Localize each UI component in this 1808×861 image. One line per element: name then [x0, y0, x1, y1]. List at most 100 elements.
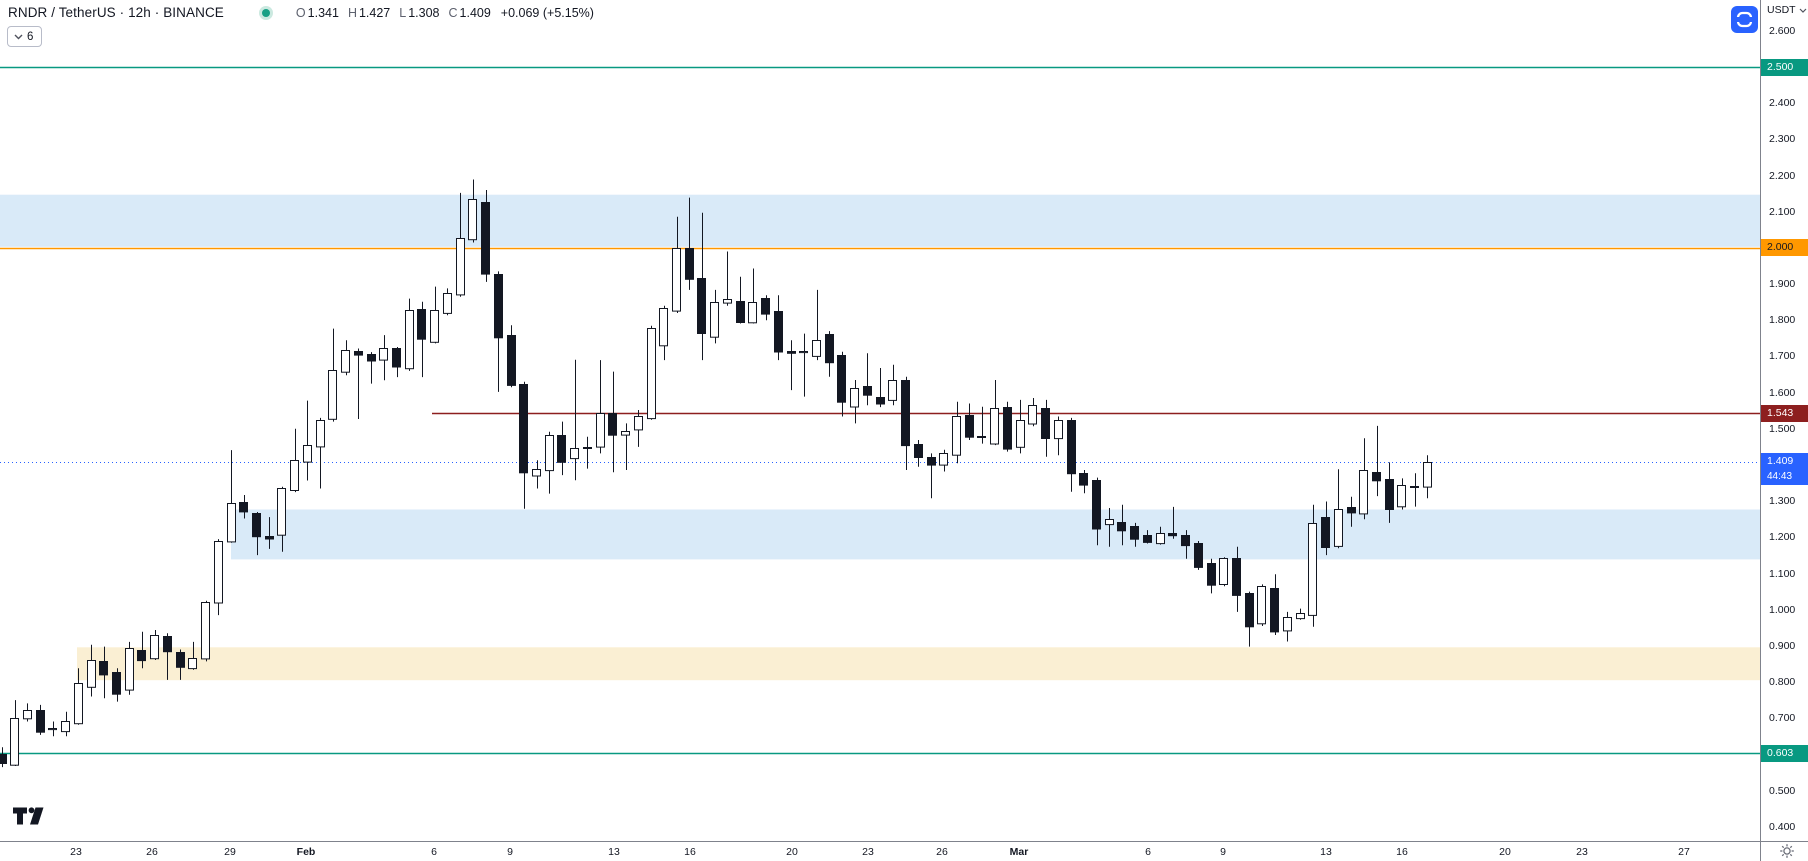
candle: [150, 635, 159, 660]
time-tick: 6: [1145, 846, 1151, 858]
candle: [1410, 486, 1419, 488]
price-zone: [231, 509, 1760, 560]
candle: [596, 413, 605, 448]
candle: [1181, 535, 1190, 547]
candle: [1168, 533, 1177, 537]
candle: [1117, 522, 1126, 532]
candle: [888, 380, 897, 401]
time-tick: 23: [1576, 846, 1588, 858]
market-status-dot: [261, 8, 270, 17]
candle: [901, 380, 910, 447]
candle: [1232, 558, 1241, 596]
time-tick: 13: [1320, 846, 1332, 858]
price-axis-border: [1760, 0, 1761, 861]
candle: [532, 469, 541, 477]
price-tick: 2.600: [1769, 25, 1796, 37]
price-tick: 0.400: [1769, 821, 1796, 833]
time-tick: 26: [146, 846, 158, 858]
time-tick: Mar: [1009, 846, 1029, 858]
candle: [876, 397, 885, 405]
candle: [10, 718, 19, 766]
candle: [1296, 613, 1305, 620]
price-axis-currency-dropdown[interactable]: USDT: [1767, 4, 1807, 16]
candle: [685, 248, 694, 280]
candle: [557, 435, 566, 463]
candle: [430, 310, 439, 343]
change-value: +0.069 (+5.15%): [500, 5, 594, 20]
price-tick: 1.100: [1769, 568, 1796, 580]
gear-icon[interactable]: [1779, 843, 1795, 859]
candle: [265, 536, 274, 540]
candle: [647, 328, 656, 420]
currency-label: USDT: [1767, 4, 1796, 16]
high-value: 1.427: [358, 5, 391, 20]
candle: [1219, 558, 1228, 585]
candle: [863, 386, 872, 396]
candle: [1079, 473, 1088, 486]
price-level-label: 2.500: [1761, 59, 1808, 76]
candle: [468, 199, 477, 241]
low-label: L: [399, 5, 407, 20]
candle: [1130, 526, 1139, 540]
candle: [1347, 507, 1356, 514]
candle: [723, 299, 732, 304]
candle: [697, 278, 706, 334]
candle: [176, 652, 185, 668]
candle: [914, 444, 923, 458]
price-level-label: 2.000: [1761, 239, 1808, 256]
candle: [303, 445, 312, 463]
candle: [812, 340, 821, 357]
chart-canvas[interactable]: [0, 0, 1760, 841]
candle: [952, 416, 961, 456]
candle: [1207, 563, 1216, 586]
time-axis[interactable]: 23 26 29 Feb 6 9 13 16 20 23 26 Mar 6 9 13 16 20 23 27: [0, 842, 1808, 861]
tradingview-logo[interactable]: [13, 807, 47, 830]
open-value: 1.341: [307, 5, 339, 20]
time-tick: 9: [507, 846, 513, 858]
candle: [710, 302, 719, 338]
candle: [977, 436, 986, 438]
candle: [990, 408, 999, 445]
time-tick: 9: [1220, 846, 1226, 858]
chart-header: RNDR / TetherUS · 12h · BINANCE O 1.341 …: [8, 5, 594, 20]
candle: [507, 335, 516, 386]
candle: [341, 350, 350, 373]
candle: [417, 309, 426, 340]
candle: [570, 448, 579, 460]
candle: [188, 658, 197, 670]
time-tick: Feb: [296, 846, 316, 858]
candle: [125, 648, 134, 691]
candle: [1385, 479, 1394, 510]
candle: [379, 348, 388, 361]
candle: [1067, 420, 1076, 475]
candle: [761, 298, 770, 315]
open-label: O: [295, 5, 306, 20]
price-level-label: 0.603: [1761, 745, 1808, 762]
candle: [112, 672, 121, 695]
candle: [36, 710, 45, 733]
price-tick: 2.100: [1769, 206, 1796, 218]
symbol-title[interactable]: RNDR / TetherUS · 12h · BINANCE: [8, 5, 224, 20]
price-tick: 1.700: [1769, 350, 1796, 362]
bar-countdown: 44:43: [1761, 470, 1808, 485]
candle: [1257, 586, 1266, 625]
price-axis[interactable]: USDT 2.600 2.400 2.300 2.200 2.100 1.900 1.800…: [1761, 0, 1808, 841]
candle: [481, 202, 490, 275]
snapshot-button[interactable]: [1731, 6, 1758, 33]
price-tick: 1.000: [1769, 604, 1796, 616]
candle: [965, 415, 974, 438]
candle: [927, 457, 936, 466]
candle: [214, 541, 223, 604]
time-tick: 23: [862, 846, 874, 858]
time-tick: 13: [608, 846, 620, 858]
object-tree-toggle[interactable]: 6: [7, 26, 43, 47]
candle: [1041, 408, 1050, 439]
price-tick: 1.200: [1769, 531, 1796, 543]
candle: [316, 420, 325, 448]
price-zone: [0, 194, 1760, 247]
candle: [659, 308, 668, 347]
price-tick: 1.600: [1769, 387, 1796, 399]
candle: [634, 416, 643, 431]
candle: [392, 348, 401, 368]
time-tick: 6: [431, 846, 437, 858]
